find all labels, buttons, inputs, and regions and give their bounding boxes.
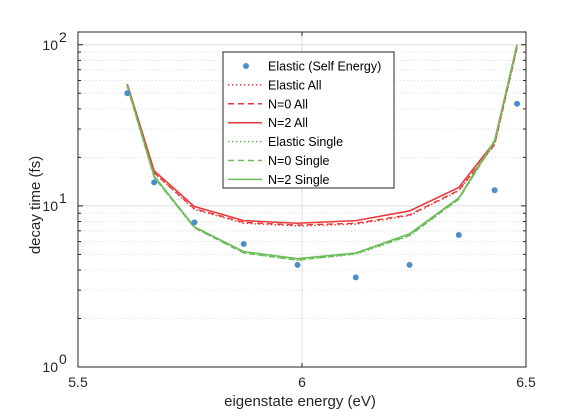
- y-tick-label: 10: [42, 37, 58, 53]
- legend-label: N=0 Single: [268, 154, 330, 168]
- data-point: [514, 100, 521, 107]
- y-tick-label: 10: [42, 198, 58, 214]
- series-line-3: [126, 44, 518, 225]
- data-point: [191, 219, 198, 226]
- y-tick-exponent: 1: [59, 190, 67, 206]
- series-layer: [124, 44, 521, 281]
- x-axis-label: eigenstate energy (eV): [224, 393, 376, 410]
- legend: Elastic (Self Energy) Elastic All N=0 All N…: [222, 51, 395, 189]
- legend-label: N=2 All: [268, 116, 308, 130]
- x-tick-label: 6.5: [516, 374, 536, 390]
- y-axis-label: decay time (fs): [27, 156, 44, 254]
- x-tick-label: 5.5: [68, 374, 88, 390]
- data-point: [352, 274, 359, 281]
- legend-label: N=0 All: [268, 97, 308, 111]
- legend-marker: [243, 63, 249, 69]
- data-point: [406, 261, 413, 268]
- data-point: [124, 90, 131, 97]
- axes: [77, 31, 527, 368]
- legend-box: [222, 51, 395, 189]
- data-point: [240, 240, 247, 247]
- y-tick-exponent: 2: [59, 29, 67, 45]
- legend-label: Elastic Single: [268, 135, 343, 149]
- data-point: [491, 187, 498, 194]
- y-tick-label: 10: [42, 359, 58, 375]
- y-tick-exponent: 0: [59, 351, 67, 367]
- series-line-6: [126, 44, 518, 260]
- legend-label: Elastic All: [268, 78, 322, 92]
- x-tick-label: 6: [298, 374, 306, 390]
- data-point: [151, 179, 158, 186]
- data-point: [455, 231, 462, 238]
- legend-label: N=2 Single: [268, 173, 330, 187]
- data-point: [294, 261, 301, 268]
- legend-label: Elastic (Self Energy): [268, 60, 381, 74]
